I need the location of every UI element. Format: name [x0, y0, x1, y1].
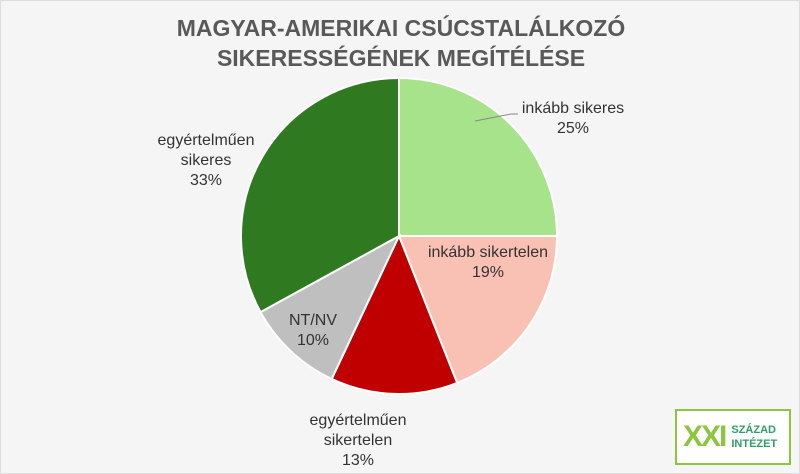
slice-label: egyértelműen sikertelen 13% [298, 411, 418, 471]
leader-line [474, 113, 518, 122]
category-label: egyértelműen sikeres [157, 132, 255, 169]
pie-slice [259, 233, 402, 381]
logo: XXI SZÁZAD INTÉZET [675, 409, 791, 465]
pie-slice [398, 76, 559, 237]
chart-title: MAGYAR-AMERIKAI CSÚCSTALÁLKOZÓ SIKERESSÉ… [176, 15, 626, 71]
slice-label: inkább sikertelen 19% [403, 243, 573, 283]
logo-line: INTÉZET [731, 438, 778, 450]
slice-label: NT/NV 10% [273, 311, 353, 351]
logo-mark: XXI [683, 420, 727, 453]
category-label: inkább sikertelen [427, 244, 549, 261]
value-label: 10% [296, 332, 330, 349]
value-label: 13% [341, 452, 375, 469]
slice-label: inkább sikeres 25% [503, 99, 643, 139]
category-label: inkább sikeres [521, 100, 625, 117]
pie-slice [240, 76, 400, 314]
category-label: NT/NV [289, 312, 337, 329]
logo-line: SZÁZAD [731, 424, 776, 436]
category-label: egyértelműen sikertelen [309, 412, 407, 449]
slice-label: egyértelműen sikeres 33% [151, 131, 261, 191]
value-label: 19% [471, 264, 505, 281]
value-label: 33% [189, 172, 223, 189]
value-label: 25% [556, 120, 590, 137]
logo-text: SZÁZAD INTÉZET [731, 423, 777, 451]
pie-slice [330, 233, 459, 395]
pie-slice [397, 235, 559, 385]
